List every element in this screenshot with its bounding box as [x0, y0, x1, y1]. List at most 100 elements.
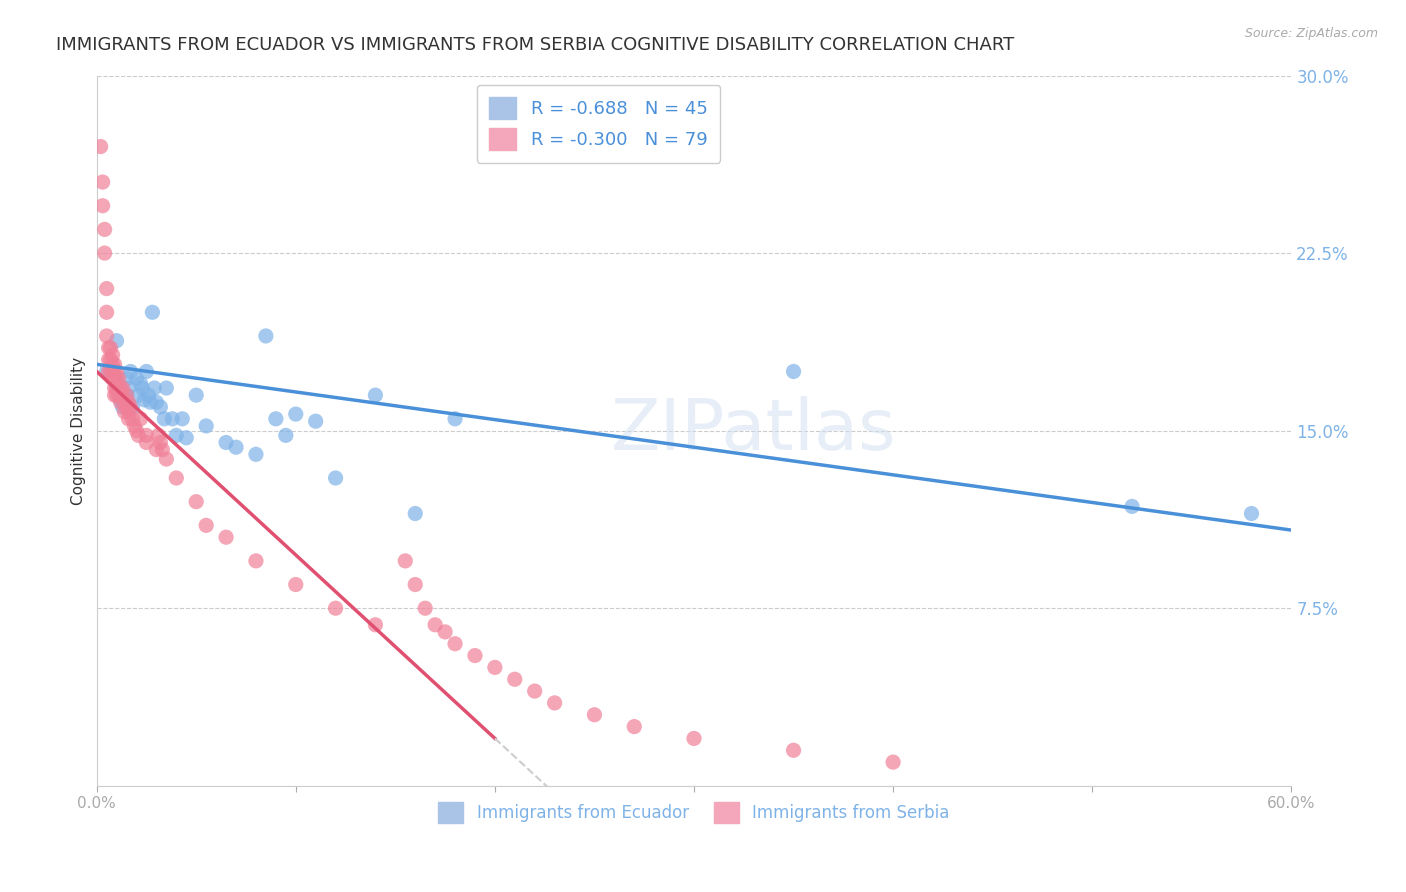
Point	[186, 388, 208, 402]
Point	[149, 435, 172, 450]
Point	[245, 447, 267, 461]
Point	[110, 381, 132, 395]
Point	[97, 352, 120, 367]
Point	[325, 471, 347, 485]
Point	[135, 428, 157, 442]
Point	[145, 395, 167, 409]
Point	[107, 371, 129, 385]
Point	[110, 392, 132, 407]
Point	[1121, 500, 1143, 514]
Point	[96, 282, 118, 296]
Point	[150, 442, 173, 457]
Point	[149, 400, 172, 414]
Point	[284, 407, 307, 421]
Point	[90, 139, 112, 153]
Point	[93, 222, 115, 236]
Point	[186, 494, 208, 508]
Point	[101, 348, 124, 362]
Point	[96, 305, 118, 319]
Point	[107, 388, 129, 402]
Point	[155, 381, 177, 395]
Point	[165, 428, 187, 442]
Point	[484, 660, 506, 674]
Point	[131, 381, 153, 395]
Point	[111, 388, 134, 402]
Point	[134, 392, 156, 407]
Point	[120, 364, 142, 378]
Point	[91, 199, 114, 213]
Point	[404, 577, 426, 591]
Text: ZIPatlas: ZIPatlas	[612, 396, 897, 465]
Point	[245, 554, 267, 568]
Point	[115, 388, 138, 402]
Point	[325, 601, 347, 615]
Point	[117, 395, 139, 409]
Point	[782, 364, 804, 378]
Point	[464, 648, 486, 663]
Point	[96, 364, 118, 378]
Point	[100, 364, 122, 378]
Point	[97, 364, 120, 378]
Point	[93, 246, 115, 260]
Point	[110, 388, 132, 402]
Point	[683, 731, 706, 746]
Point	[135, 364, 157, 378]
Y-axis label: Cognitive Disability: Cognitive Disability	[72, 357, 86, 505]
Point	[114, 395, 136, 409]
Point	[215, 530, 238, 544]
Point	[364, 388, 387, 402]
Point	[121, 412, 143, 426]
Point	[138, 388, 160, 402]
Point	[125, 371, 148, 385]
Point	[129, 412, 152, 426]
Point	[115, 371, 138, 385]
Point	[117, 412, 139, 426]
Point	[413, 601, 436, 615]
Point	[105, 381, 128, 395]
Point	[404, 507, 426, 521]
Point	[284, 577, 307, 591]
Point	[143, 381, 166, 395]
Point	[103, 388, 125, 402]
Point	[423, 617, 446, 632]
Point	[127, 388, 149, 402]
Point	[127, 428, 149, 442]
Point	[274, 428, 297, 442]
Point	[254, 329, 277, 343]
Point	[364, 617, 387, 632]
Point	[543, 696, 565, 710]
Point	[105, 334, 128, 348]
Point	[101, 364, 124, 378]
Point	[148, 428, 170, 442]
Text: IMMIGRANTS FROM ECUADOR VS IMMIGRANTS FROM SERBIA COGNITIVE DISABILITY CORRELATI: IMMIGRANTS FROM ECUADOR VS IMMIGRANTS FR…	[56, 36, 1015, 54]
Point	[434, 624, 457, 639]
Point	[264, 412, 287, 426]
Point	[103, 357, 125, 371]
Point	[135, 435, 157, 450]
Point	[100, 352, 122, 367]
Point	[124, 418, 146, 433]
Point	[139, 395, 162, 409]
Point	[96, 329, 118, 343]
Point	[172, 412, 194, 426]
Point	[882, 755, 904, 769]
Point	[444, 637, 467, 651]
Point	[782, 743, 804, 757]
Point	[107, 381, 129, 395]
Point	[120, 400, 142, 414]
Point	[503, 672, 526, 686]
Point	[111, 381, 134, 395]
Point	[103, 364, 125, 378]
Point	[305, 414, 328, 428]
Legend: Immigrants from Ecuador, Immigrants from Serbia: Immigrants from Ecuador, Immigrants from…	[427, 790, 962, 834]
Point	[523, 684, 546, 698]
Point	[91, 175, 114, 189]
Point	[129, 376, 152, 391]
Point	[1240, 507, 1263, 521]
Text: Source: ZipAtlas.com: Source: ZipAtlas.com	[1244, 27, 1378, 40]
Point	[103, 371, 125, 385]
Point	[155, 452, 177, 467]
Point	[101, 357, 124, 371]
Point	[110, 395, 132, 409]
Point	[117, 381, 139, 395]
